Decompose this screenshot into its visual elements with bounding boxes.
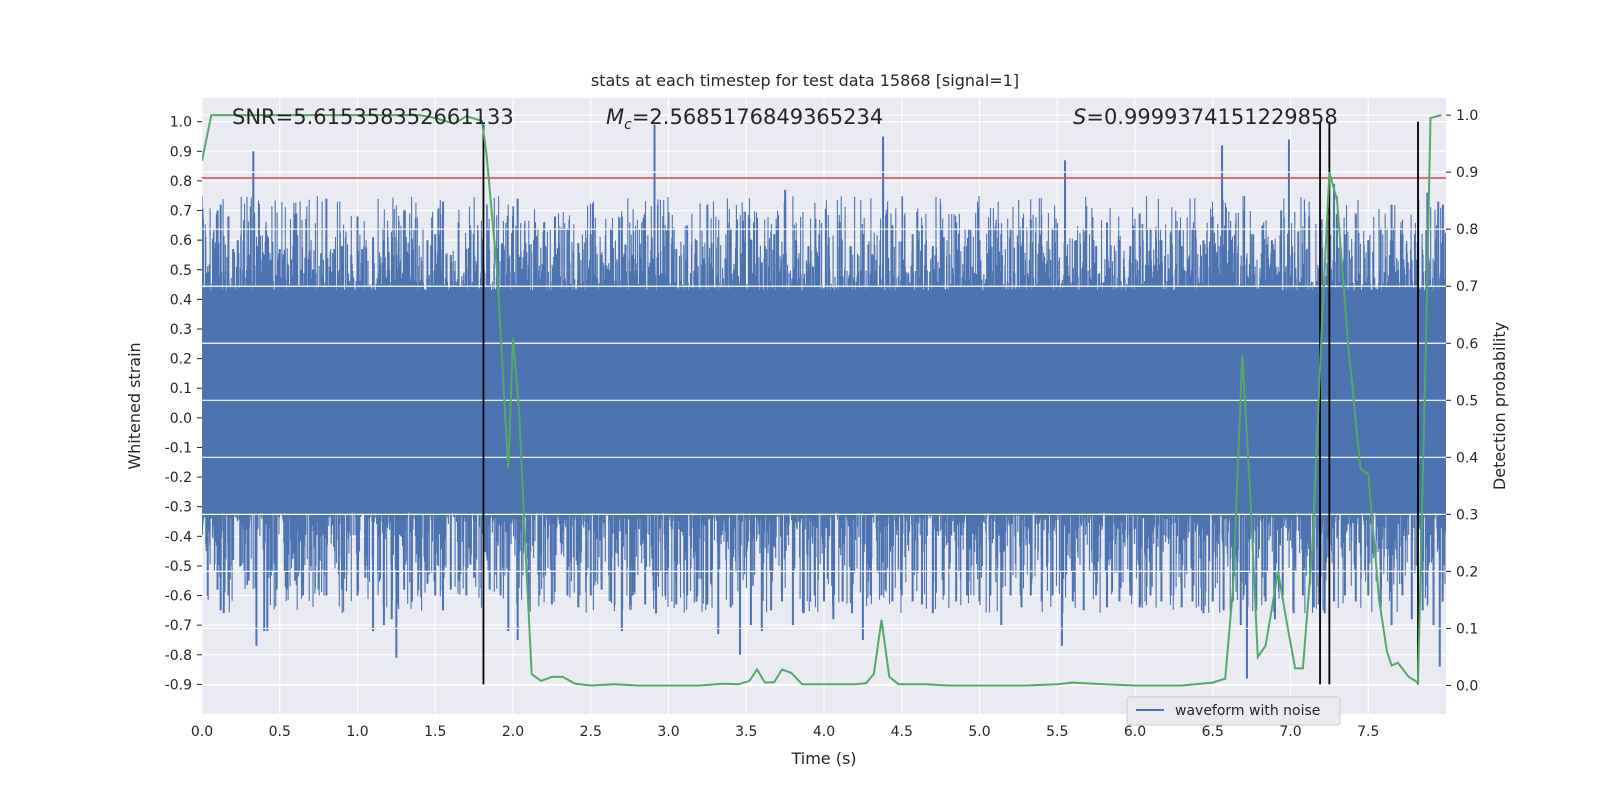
y2-tick-label: 0.9	[1456, 165, 1478, 181]
y-tick-label: -0.9	[165, 677, 192, 693]
y2-tick-label: 0.3	[1456, 507, 1478, 523]
chirp-mass-value: =2.5685176849365234	[632, 105, 883, 129]
x-tick-label: 5.5	[1046, 724, 1068, 740]
y2-tick-label: 0.0	[1456, 678, 1478, 694]
legend: waveform with noise	[1126, 696, 1341, 726]
y-tick-label: -0.3	[165, 500, 192, 516]
y-tick-label: 0.0	[170, 411, 192, 427]
x-tick-label: 6.0	[1124, 724, 1146, 740]
x-tick-label: 1.0	[346, 724, 368, 740]
chart-title: stats at each timestep for test data 158…	[591, 71, 1019, 90]
x-tick-label: 0.0	[191, 724, 213, 740]
x-tick-label: 3.5	[735, 724, 757, 740]
series-waveform-with-noise	[202, 124, 1446, 679]
snr-annotation: SNR=5.615358352661133	[232, 105, 514, 129]
y-tick-label: -0.2	[165, 470, 192, 486]
y2-axis-label: Detection probability	[1490, 322, 1509, 490]
y-tick-label: -0.6	[165, 589, 192, 605]
y-tick-label: 0.8	[170, 174, 192, 190]
x-tick-label: 4.0	[813, 724, 835, 740]
x-tick-label: 2.0	[502, 724, 524, 740]
x-tick-label: 4.5	[891, 724, 913, 740]
y-tick-labels: 1.0 0.9 0.8 0.7 0.6 0.5 0.4 0.3 0.2 0.1 0.0 -0.1 -0.…	[165, 115, 202, 693]
y2-tick-label: 0.6	[1456, 336, 1478, 352]
y-tick-label: 1.0	[170, 115, 192, 131]
y-axis-label: Whitened strain	[125, 342, 144, 469]
legend-label: waveform with noise	[1175, 703, 1320, 719]
vertical-marker-lines	[482, 121, 1419, 685]
y-tick-label: -0.5	[165, 559, 192, 575]
y-tick-label: 0.4	[170, 292, 192, 308]
score-annotation: S=0.9999374151229858	[1073, 105, 1338, 129]
x-tick-label: 2.5	[580, 724, 602, 740]
x-tick-label: 1.5	[424, 724, 446, 740]
y-tick-label: 0.9	[170, 144, 192, 160]
y-tick-label: 0.2	[170, 352, 192, 368]
x-axis-label: Time (s)	[790, 749, 856, 768]
y-tick-label: 0.3	[170, 322, 192, 338]
score-value: =0.9999374151229858	[1086, 105, 1337, 129]
x-tick-label: 3.0	[657, 724, 679, 740]
y2-tick-label: 0.5	[1456, 393, 1478, 409]
y-tick-label: 0.7	[170, 204, 192, 220]
y-tick-label: 0.1	[170, 381, 192, 397]
strain-noise-trace	[202, 195, 1446, 614]
y2-tick-labels: 1.0 0.9 0.8 0.7 0.6 0.5 0.4 0.3 0.2 0.1 0.0	[1446, 108, 1478, 694]
x-tick-label: 0.5	[269, 724, 291, 740]
chirp-mass-annotation: Mc=2.5685176849365234	[606, 105, 883, 133]
gridline-overlay	[202, 114, 1446, 687]
y-tick-label: -0.4	[165, 529, 192, 545]
y-tick-label: 0.6	[170, 233, 192, 249]
series-detection-probability	[202, 114, 1442, 687]
probability-line	[202, 114, 1442, 687]
x-tick-label: 7.0	[1279, 724, 1301, 740]
y2-tick-label: 0.7	[1456, 279, 1478, 295]
y2-tick-label: 0.8	[1456, 222, 1478, 238]
y2-tick-label: 1.0	[1456, 108, 1478, 124]
y-tick-label: -0.8	[165, 648, 192, 664]
chirp-mass-subscript: c	[624, 117, 632, 133]
legend-box	[1126, 696, 1341, 726]
y2-tick-label: 0.4	[1456, 450, 1478, 466]
chirp-mass-symbol: M	[606, 105, 624, 129]
x-tick-label: 5.0	[968, 724, 990, 740]
score-symbol: S	[1073, 105, 1086, 129]
x-tick-label: 6.5	[1202, 724, 1224, 740]
y-tick-label: -0.1	[165, 440, 192, 456]
x-tick-labels: 0.0 0.5 1.0 1.5 2.0 2.5 3.0 3.5 4.0 4.5 5.0 5.5 6.0 6…	[191, 724, 1380, 740]
y2-tick-label: 0.2	[1456, 564, 1478, 580]
y-tick-label: 0.5	[170, 263, 192, 279]
y2-tick-label: 0.1	[1456, 621, 1478, 637]
y-tick-label: -0.7	[165, 618, 192, 634]
x-tick-label: 7.5	[1357, 724, 1379, 740]
